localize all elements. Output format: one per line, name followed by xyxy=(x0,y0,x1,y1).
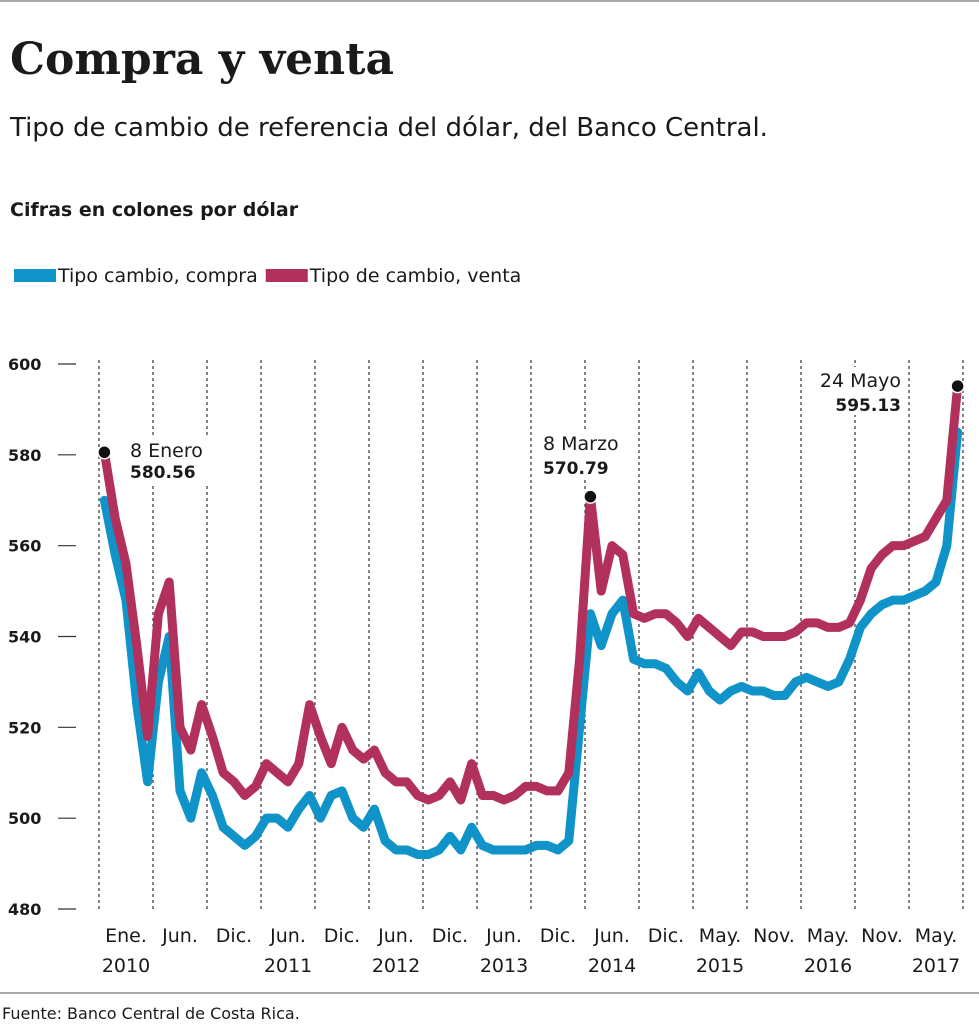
x-tick-label: Nov. xyxy=(861,925,903,947)
y-tick-label: 600 xyxy=(8,355,41,374)
y-tick-label: 540 xyxy=(8,628,41,647)
legend-label: Tipo de cambio, venta xyxy=(309,265,522,287)
x-tick-label: Jun. xyxy=(377,925,414,947)
y-tick-label: 580 xyxy=(8,446,41,465)
x-tick-label: Dic. xyxy=(432,925,468,947)
x-tick-label: May. xyxy=(807,925,850,947)
legend: Tipo cambio, compra Tipo de cambio, venta xyxy=(14,265,521,287)
x-year-label: 2013 xyxy=(480,955,528,977)
x-tick-label: Dic. xyxy=(648,925,684,947)
x-year-label: 2016 xyxy=(804,955,852,977)
x-year-label: 2015 xyxy=(696,955,744,977)
x-tick-label: Dic. xyxy=(324,925,360,947)
source: Fuente: Banco Central de Costa Rica. xyxy=(2,1004,300,1023)
x-year-label: 2011 xyxy=(264,955,312,977)
legend-swatch xyxy=(265,269,308,282)
x-tick-label: Jun. xyxy=(161,925,198,947)
annotation-label: 8 Enero xyxy=(130,440,203,462)
x-tick-label: Jun. xyxy=(593,925,630,947)
x-tick-label: May. xyxy=(699,925,742,947)
annotation-value: 580.56 xyxy=(130,463,196,483)
x-tick-label: Dic. xyxy=(540,925,576,947)
series-line xyxy=(99,427,963,859)
y-tick-label: 520 xyxy=(8,718,41,737)
annotation-dot xyxy=(583,489,598,504)
x-year-label: 2017 xyxy=(912,955,960,977)
annotation-dot xyxy=(950,378,965,394)
unit-label: Cifras en colones por dólar xyxy=(10,199,299,221)
x-tick-label: Jun. xyxy=(485,925,522,947)
x-tick-label: Nov. xyxy=(753,925,795,947)
plot: 480 500 520 540 560 580 600 Ene. 2010 Jun. Dic. Jun… xyxy=(8,355,965,977)
x-tick-label: May. xyxy=(915,925,958,947)
series-line xyxy=(99,381,963,805)
x-year-label: 2010 xyxy=(102,955,150,977)
annotation-value: 595.13 xyxy=(835,396,901,416)
chart-title: Compra y venta xyxy=(10,34,394,85)
y-tick-label: 480 xyxy=(8,900,41,919)
x-tick-label: Dic. xyxy=(216,925,252,947)
y-tick-label: 500 xyxy=(8,809,41,828)
annotation-bg xyxy=(126,437,220,485)
legend-swatch xyxy=(14,269,56,282)
x-year-label: 2012 xyxy=(372,955,420,977)
x-tick-label: Jun. xyxy=(269,925,306,947)
x-tick-label: Ene. xyxy=(105,925,147,947)
annotation-label: 8 Marzo xyxy=(543,433,619,455)
y-tick-label: 560 xyxy=(8,537,41,556)
x-year-label: 2014 xyxy=(588,955,636,977)
subtitle: Tipo de cambio de referencia del dólar, … xyxy=(9,113,768,143)
legend-label: Tipo cambio, compra xyxy=(57,265,258,287)
annotation-label: 24 Mayo xyxy=(820,370,901,392)
annotation-value: 570.79 xyxy=(543,459,609,479)
annotation-bg xyxy=(539,430,633,478)
annotation-dot xyxy=(97,445,112,460)
annotation-bg xyxy=(811,367,905,415)
